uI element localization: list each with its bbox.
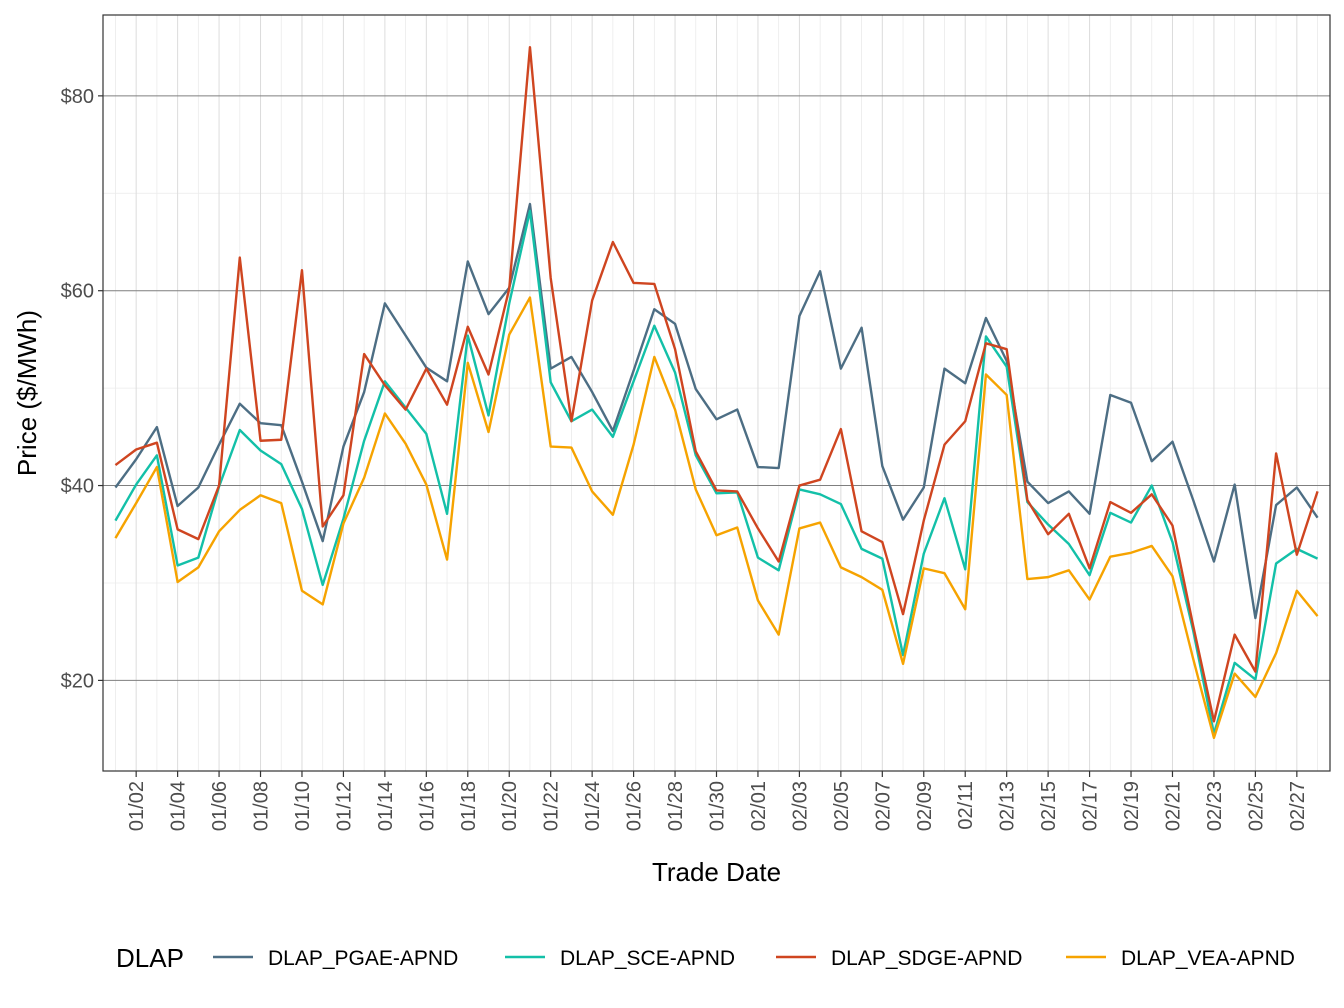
x-tick-label: 01/12: [333, 781, 355, 831]
x-tick-label: 02/17: [1080, 781, 1102, 831]
x-tick-label: 02/21: [1162, 781, 1184, 831]
legend-label-dlap_sce-apnd: DLAP_SCE-APND: [560, 947, 735, 970]
x-tick-label: 02/07: [872, 781, 894, 831]
y-tick-label: $60: [61, 281, 94, 303]
x-tick-label: 01/04: [168, 781, 190, 831]
x-tick-label: 01/26: [624, 781, 646, 831]
y-axis-title: Price ($/MWh): [12, 310, 42, 476]
x-axis-title: Trade Date: [652, 857, 781, 887]
series-line-dlap_sce-apnd: [114, 209, 1319, 736]
legend-title: DLAP: [116, 943, 184, 973]
y-tick-label: $40: [61, 476, 94, 498]
x-tick-label: 01/22: [541, 781, 563, 831]
series-lines: [114, 45, 1319, 740]
x-tick-label: 01/24: [582, 781, 604, 831]
x-tick-label: 01/18: [458, 781, 480, 831]
x-tick-label: 01/08: [251, 781, 273, 831]
x-tick-label: 02/15: [1038, 781, 1060, 831]
x-tick-label: 02/09: [914, 781, 936, 831]
x-tick-label: 02/03: [789, 781, 811, 831]
x-tick-label: 01/14: [375, 781, 397, 831]
y-tick-label: $20: [61, 670, 94, 692]
legend-label-dlap_pgae-apnd: DLAP_PGAE-APND: [268, 947, 458, 970]
x-tick-label: 01/16: [416, 781, 438, 831]
legend: DLAP DLAP_PGAE-APND DLAP_SCE-APND DLAP_SDG…: [116, 943, 1295, 973]
x-tick-label: 02/05: [831, 781, 853, 831]
series-line-dlap_vea-apnd: [114, 296, 1319, 740]
major-gridlines: [103, 15, 1330, 771]
y-axis: $20 $40 $60 $80: [61, 86, 103, 692]
legend-label-dlap_vea-apnd: DLAP_VEA-APND: [1121, 947, 1295, 970]
x-tick-label: 02/19: [1121, 781, 1143, 831]
x-tick-label: 01/06: [209, 781, 231, 831]
y-tick-label: $80: [61, 86, 94, 108]
x-tick-label: 02/27: [1287, 781, 1309, 831]
x-tick-label: 01/20: [499, 781, 521, 831]
x-tick-label: 01/28: [665, 781, 687, 831]
legend-label-dlap_sdge-apnd: DLAP_SDGE-APND: [831, 947, 1022, 970]
x-tick-label: 01/02: [126, 781, 148, 831]
x-tick-label: 02/11: [955, 781, 977, 830]
series-line-dlap_sdge-apnd: [114, 45, 1319, 723]
x-tick-label: 01/30: [707, 781, 729, 831]
series-line-dlap_pgae-apnd: [114, 202, 1319, 620]
x-tick-label: 01/10: [292, 781, 314, 831]
x-axis: 01/02 01/04 01/06 01/08 01/10 01/12 01/14 01/16…: [126, 771, 1309, 831]
x-tick-label: 02/23: [1204, 781, 1226, 831]
x-tick-label: 02/25: [1245, 781, 1267, 831]
minor-gridlines: [103, 15, 1330, 771]
x-tick-label: 02/01: [748, 781, 770, 831]
x-tick-label: 02/13: [997, 781, 1019, 831]
